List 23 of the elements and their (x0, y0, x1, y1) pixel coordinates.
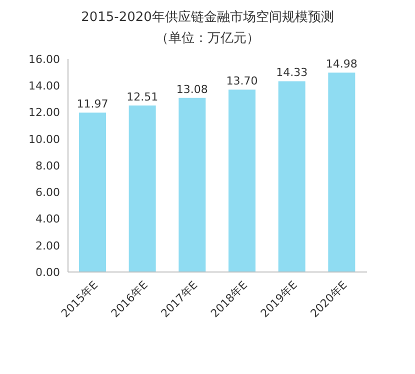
chart-title: 2015-2020年供应链金融市场空间规模预测 (80, 9, 335, 26)
bar (128, 105, 156, 272)
y-tick-label: 6.00 (36, 186, 60, 200)
data-label: 14.33 (276, 66, 308, 80)
data-label: 11.97 (76, 98, 108, 111)
y-tick-label: 8.00 (36, 159, 60, 172)
y-tick-label: 4.00 (36, 212, 60, 226)
y-tick-label: 12.00 (28, 106, 60, 120)
bar (278, 81, 306, 272)
y-tick-label: 16.00 (28, 52, 60, 66)
data-label: 14.98 (326, 58, 358, 71)
y-tick-label: 14.00 (28, 80, 60, 93)
y-tick-label: 2.00 (36, 239, 60, 252)
y-tick-label: 0.00 (36, 266, 60, 279)
data-label: 13.08 (176, 82, 208, 96)
chart-subtitle: （单位：万亿元） (154, 30, 260, 47)
data-label: 13.70 (226, 74, 258, 88)
y-tick-label: 10.00 (28, 132, 60, 146)
bar (328, 72, 356, 272)
bar (228, 90, 256, 272)
bar (178, 98, 206, 272)
bar (79, 112, 106, 272)
data-label: 12.51 (126, 90, 158, 104)
